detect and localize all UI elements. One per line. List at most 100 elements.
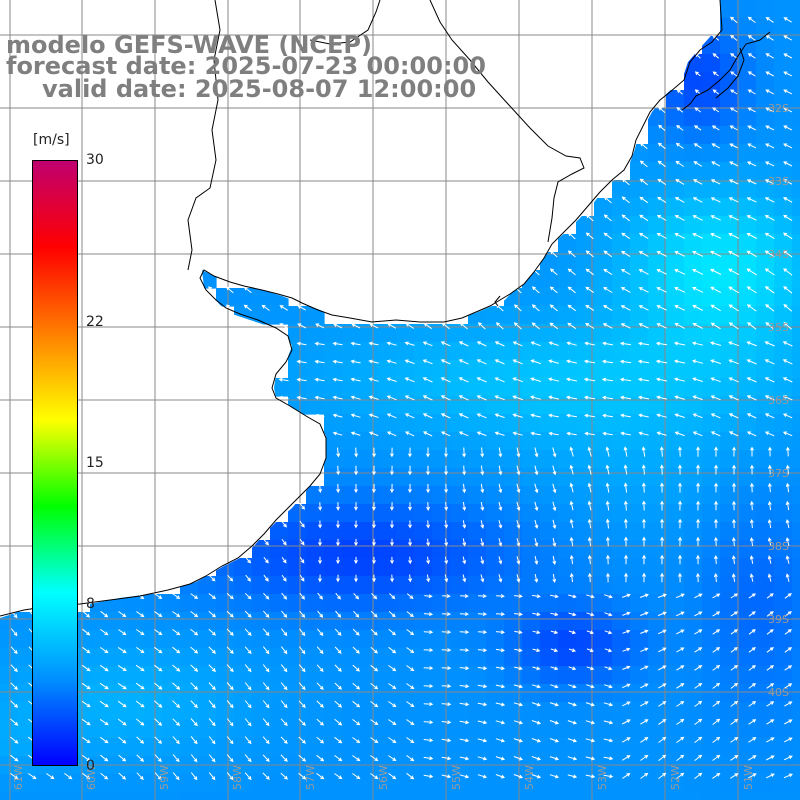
wind-arrow bbox=[602, 413, 613, 418]
speed-cell bbox=[324, 594, 343, 613]
speed-cell bbox=[720, 198, 739, 217]
wind-arrow bbox=[552, 537, 557, 548]
wind-arrow bbox=[370, 700, 379, 708]
wind-arrow bbox=[459, 702, 470, 707]
speed-cell bbox=[0, 684, 19, 703]
speed-cell bbox=[342, 774, 361, 793]
speed-cell bbox=[288, 684, 307, 703]
wind-arrow bbox=[426, 465, 430, 476]
speed-cell bbox=[792, 630, 800, 649]
wind-arrow bbox=[602, 431, 613, 436]
speed-cell bbox=[216, 792, 235, 800]
wind-arrow bbox=[712, 611, 721, 617]
wind-arrow bbox=[262, 754, 270, 762]
speed-cell bbox=[684, 378, 703, 397]
speed-cell bbox=[612, 504, 631, 523]
speed-cell bbox=[486, 648, 505, 667]
speed-cell bbox=[738, 90, 757, 109]
speed-cell bbox=[684, 108, 703, 127]
wind-arrow bbox=[548, 431, 559, 436]
speed-cell bbox=[108, 630, 127, 649]
speed-cell bbox=[720, 684, 739, 703]
speed-cell bbox=[666, 792, 685, 800]
speed-cell bbox=[666, 198, 685, 217]
speed-cell bbox=[414, 522, 433, 541]
wind-arrow bbox=[660, 518, 665, 529]
speed-cell bbox=[288, 738, 307, 757]
wind-arrow bbox=[100, 628, 109, 636]
wind-arrow bbox=[532, 612, 541, 617]
speed-cell bbox=[432, 666, 451, 685]
wind-arrow bbox=[172, 664, 181, 672]
speed-cell bbox=[450, 792, 469, 800]
speed-cell bbox=[558, 540, 577, 559]
speed-cell bbox=[324, 774, 343, 793]
wind-arrow bbox=[764, 268, 775, 276]
wind-arrow bbox=[440, 377, 451, 383]
wind-arrow bbox=[675, 593, 685, 599]
wind-arrow bbox=[459, 322, 468, 330]
speed-cell bbox=[774, 414, 793, 433]
speed-cell bbox=[738, 198, 757, 217]
wind-arrow bbox=[444, 447, 448, 458]
wind-arrow bbox=[767, 482, 772, 493]
wind-arrow bbox=[299, 539, 305, 546]
speed-cell bbox=[504, 396, 523, 415]
wind-arrow bbox=[692, 304, 704, 311]
speed-cell bbox=[558, 342, 577, 361]
speed-cell bbox=[612, 378, 631, 397]
speed-cell bbox=[126, 612, 145, 631]
wind-arrow bbox=[621, 719, 631, 725]
wind-arrow bbox=[352, 773, 361, 780]
speed-cell bbox=[270, 774, 289, 793]
speed-cell bbox=[234, 576, 253, 595]
speed-cell bbox=[504, 432, 523, 451]
wind-arrow bbox=[620, 268, 631, 275]
wind-arrow bbox=[765, 89, 775, 95]
wind-arrow bbox=[317, 592, 323, 600]
speed-cell bbox=[756, 594, 775, 613]
wind-arrow bbox=[279, 323, 289, 329]
speed-cell bbox=[378, 720, 397, 739]
latitude-label: 38S bbox=[768, 540, 789, 553]
speed-cell bbox=[684, 216, 703, 235]
wind-arrow bbox=[655, 341, 668, 346]
wind-arrow bbox=[172, 700, 181, 709]
wind-arrow bbox=[334, 682, 342, 690]
wind-arrow bbox=[440, 413, 451, 419]
wind-arrow bbox=[495, 702, 506, 707]
wind-arrow bbox=[117, 700, 127, 708]
speed-cell bbox=[450, 702, 469, 721]
speed-cell bbox=[504, 450, 523, 469]
wind-arrow bbox=[441, 738, 452, 743]
speed-cell bbox=[774, 648, 793, 667]
wind-arrow bbox=[785, 500, 790, 511]
wind-arrow bbox=[316, 628, 324, 637]
wind-arrow bbox=[694, 700, 703, 707]
wind-arrow bbox=[728, 179, 739, 185]
wind-arrow bbox=[749, 537, 754, 546]
speed-cell bbox=[666, 630, 685, 649]
wind-arrow bbox=[746, 233, 757, 239]
speed-cell bbox=[684, 234, 703, 253]
speed-cell bbox=[684, 270, 703, 289]
speed-cell bbox=[450, 612, 469, 631]
wind-arrow bbox=[621, 196, 630, 204]
speed-cell bbox=[792, 414, 800, 433]
wind-arrow bbox=[514, 630, 523, 635]
speed-cell bbox=[720, 270, 739, 289]
wind-arrow bbox=[549, 250, 558, 258]
wind-arrow bbox=[117, 718, 127, 726]
speed-cell bbox=[666, 486, 685, 505]
wind-arrow bbox=[694, 593, 703, 599]
wind-arrow bbox=[350, 377, 361, 382]
wind-arrow bbox=[764, 377, 775, 383]
wind-arrow bbox=[388, 664, 397, 672]
wind-arrow bbox=[404, 431, 415, 437]
longitude-label: 51W bbox=[742, 765, 755, 790]
wind-arrow bbox=[423, 756, 434, 761]
speed-cell bbox=[666, 576, 685, 595]
speed-cell bbox=[630, 234, 649, 253]
speed-cell bbox=[18, 774, 37, 793]
wind-arrow bbox=[710, 395, 721, 401]
